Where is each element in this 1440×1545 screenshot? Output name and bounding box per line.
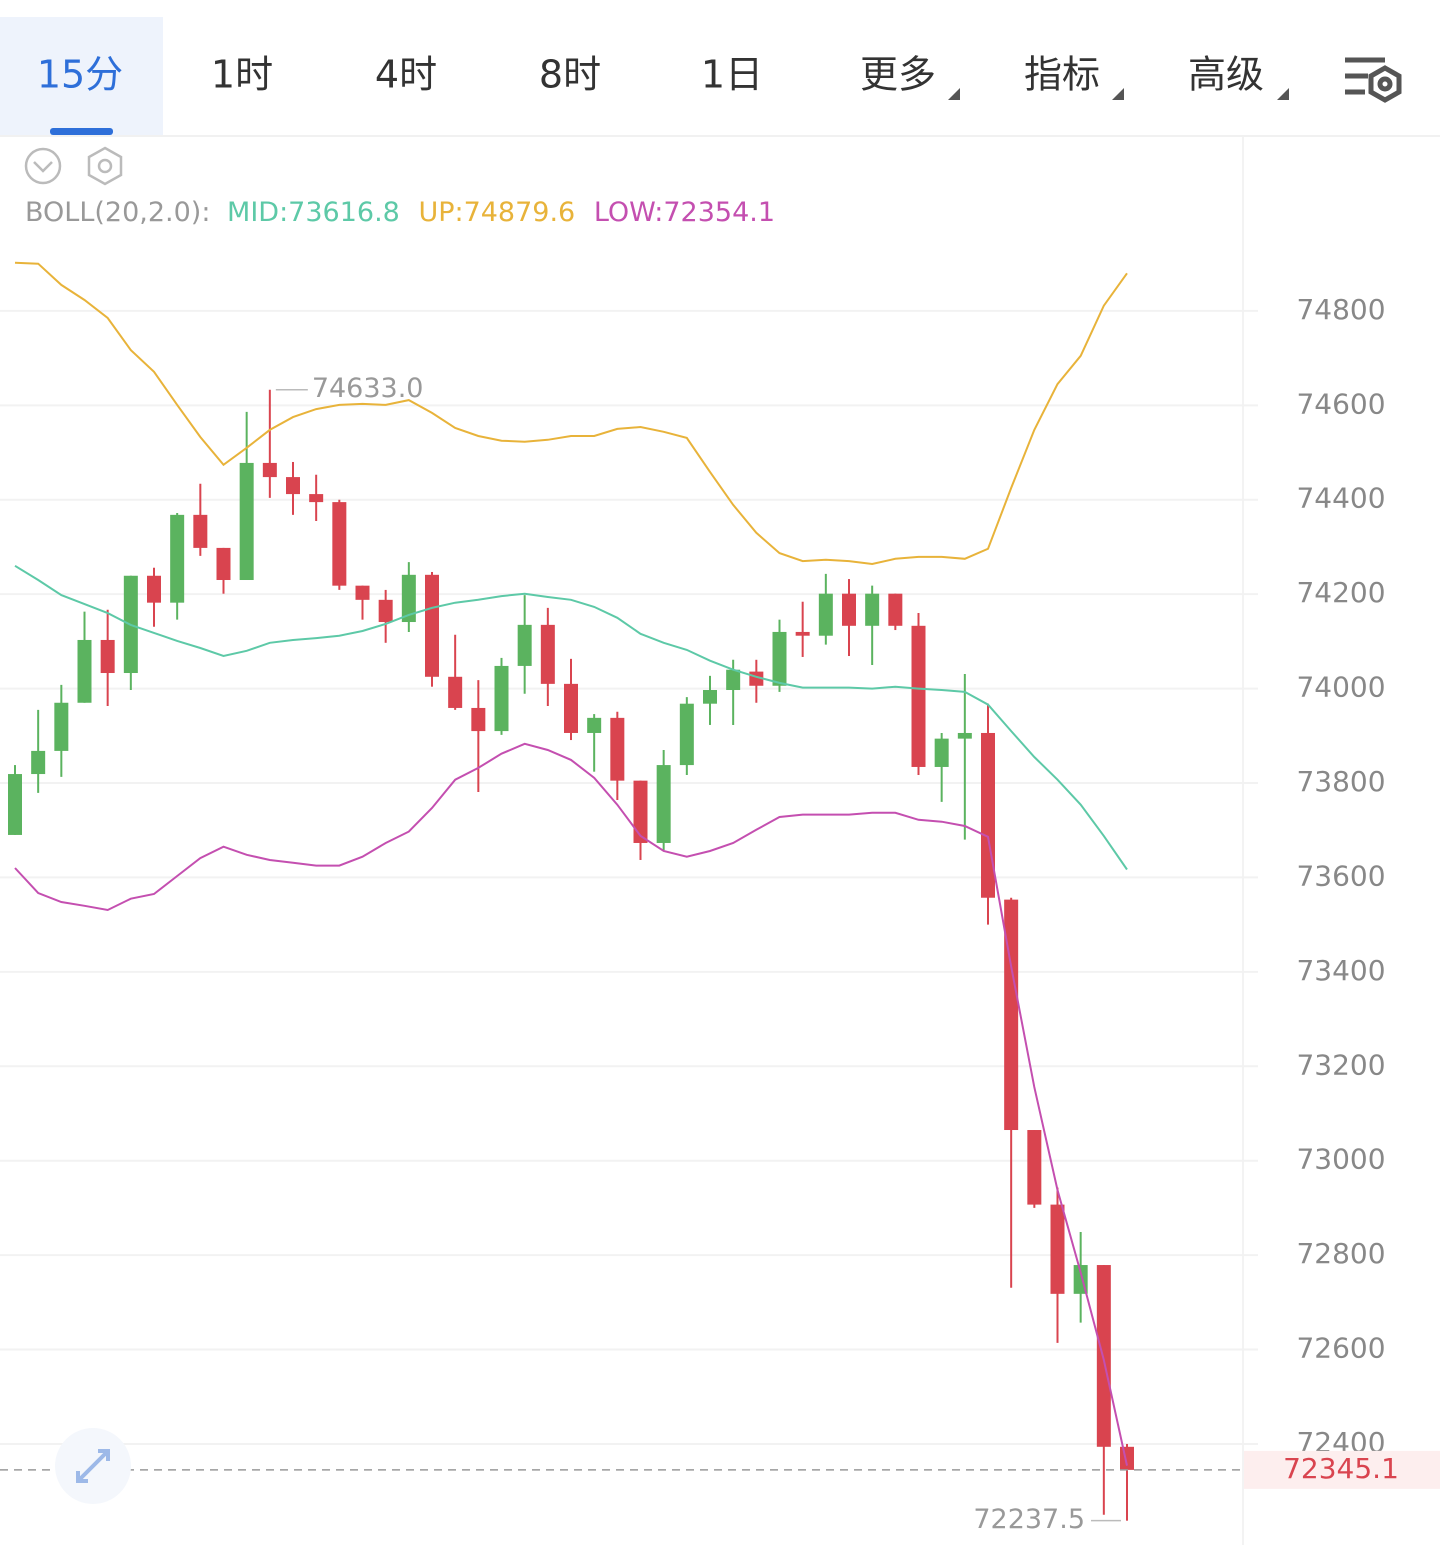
candle-body <box>656 765 671 843</box>
y-tick-label: 73600 <box>1296 859 1385 892</box>
timeframe-tab[interactable]: 15分 <box>37 53 123 97</box>
indicator-settings-icon[interactable] <box>87 146 123 186</box>
candle-body <box>703 690 717 704</box>
last-price-label: 72345.1 <box>1283 1452 1399 1485</box>
y-tick-label: 74400 <box>1296 482 1385 515</box>
y-tick-label: 73400 <box>1296 954 1385 987</box>
legend-mid: MID:73616.8 <box>227 197 400 228</box>
y-tick-label: 72600 <box>1296 1332 1385 1365</box>
candle-body <box>772 631 787 686</box>
candle-body <box>957 732 972 739</box>
candle-body <box>425 574 439 677</box>
y-tick-label: 74800 <box>1296 293 1385 326</box>
candle-body <box>818 593 833 636</box>
candle-body <box>1050 1204 1065 1294</box>
candle-body <box>888 593 903 626</box>
timeframe-tab[interactable]: 1日 <box>701 53 763 97</box>
candle-body <box>842 593 856 626</box>
y-tick-label: 74000 <box>1296 671 1385 704</box>
timeframe-tab[interactable]: 更多 <box>860 53 936 97</box>
legend-low: LOW:72354.1 <box>594 197 775 228</box>
candle-body <box>309 494 324 503</box>
candle-body <box>8 774 22 835</box>
candle-body <box>1096 1265 1111 1447</box>
candle-body <box>401 574 416 623</box>
candle-body <box>726 669 741 691</box>
legend-label: BOLL(20,2.0): <box>25 197 210 228</box>
boll-line <box>14 742 1128 1466</box>
timeframe-tab[interactable]: 1时 <box>211 53 273 97</box>
boll-line <box>14 261 1128 566</box>
candle-body <box>633 780 648 843</box>
y-tick-label: 74200 <box>1296 576 1385 609</box>
candle-body <box>332 502 347 586</box>
expand-button[interactable] <box>55 1428 131 1504</box>
candle-body <box>1120 1446 1134 1470</box>
legend: BOLL(20,2.0): MID:73616.8 UP:74879.6 LOW… <box>25 197 775 228</box>
candle-body <box>448 676 463 708</box>
timeframe-tab[interactable]: 8时 <box>539 53 601 97</box>
candle-body <box>31 750 46 775</box>
candle-body <box>564 683 578 733</box>
legend-up: UP:74879.6 <box>418 197 575 228</box>
dropdown-arrow <box>1112 88 1124 100</box>
candle-body <box>170 514 185 603</box>
candle-body <box>587 717 602 733</box>
candle-body <box>1027 1130 1042 1205</box>
dropdown-arrow <box>948 88 960 100</box>
candle-body <box>1004 899 1019 1131</box>
timeframe-tab[interactable]: 4时 <box>375 53 437 97</box>
last-price-bg <box>1244 1450 1440 1489</box>
candle-body <box>355 585 370 600</box>
active-tab-bg <box>0 17 163 135</box>
candle-body <box>795 631 810 636</box>
candle-body <box>286 477 300 495</box>
settings-icon[interactable] <box>1345 57 1402 103</box>
candle-body <box>934 738 949 767</box>
candle-body <box>147 575 161 603</box>
candle-body <box>471 707 486 732</box>
y-tick-label: 73200 <box>1296 1048 1385 1081</box>
active-tab-indicator <box>50 128 113 135</box>
candle-body <box>262 462 277 478</box>
candle-body <box>865 593 880 626</box>
candle-body <box>193 514 208 548</box>
min-label: 72237.5 <box>973 1504 1085 1535</box>
y-tick-label: 74600 <box>1296 387 1385 420</box>
candle-body <box>54 702 69 751</box>
candle-body <box>610 717 625 781</box>
y-tick-label: 73000 <box>1296 1143 1385 1176</box>
candle-body <box>679 703 694 766</box>
timeframe-tab[interactable]: 高级 <box>1188 53 1264 97</box>
y-tick-label: 73800 <box>1296 765 1385 798</box>
candle-body <box>378 599 393 623</box>
collapse-icon[interactable] <box>24 147 62 185</box>
candle-body <box>77 639 92 703</box>
dropdown-arrow <box>1277 88 1289 100</box>
candle-body <box>981 732 995 898</box>
candle-body <box>216 547 231 581</box>
max-label: 74633.0 <box>312 373 424 404</box>
candle-body <box>517 624 532 666</box>
timeframe-tab[interactable]: 指标 <box>1024 53 1100 97</box>
candle-body <box>540 624 555 684</box>
y-tick-label: 72800 <box>1296 1237 1385 1270</box>
boll-line <box>14 564 1128 871</box>
candle-body <box>100 639 115 674</box>
candle-body <box>494 665 509 732</box>
candle-body <box>239 462 254 581</box>
candle-body <box>911 625 926 767</box>
